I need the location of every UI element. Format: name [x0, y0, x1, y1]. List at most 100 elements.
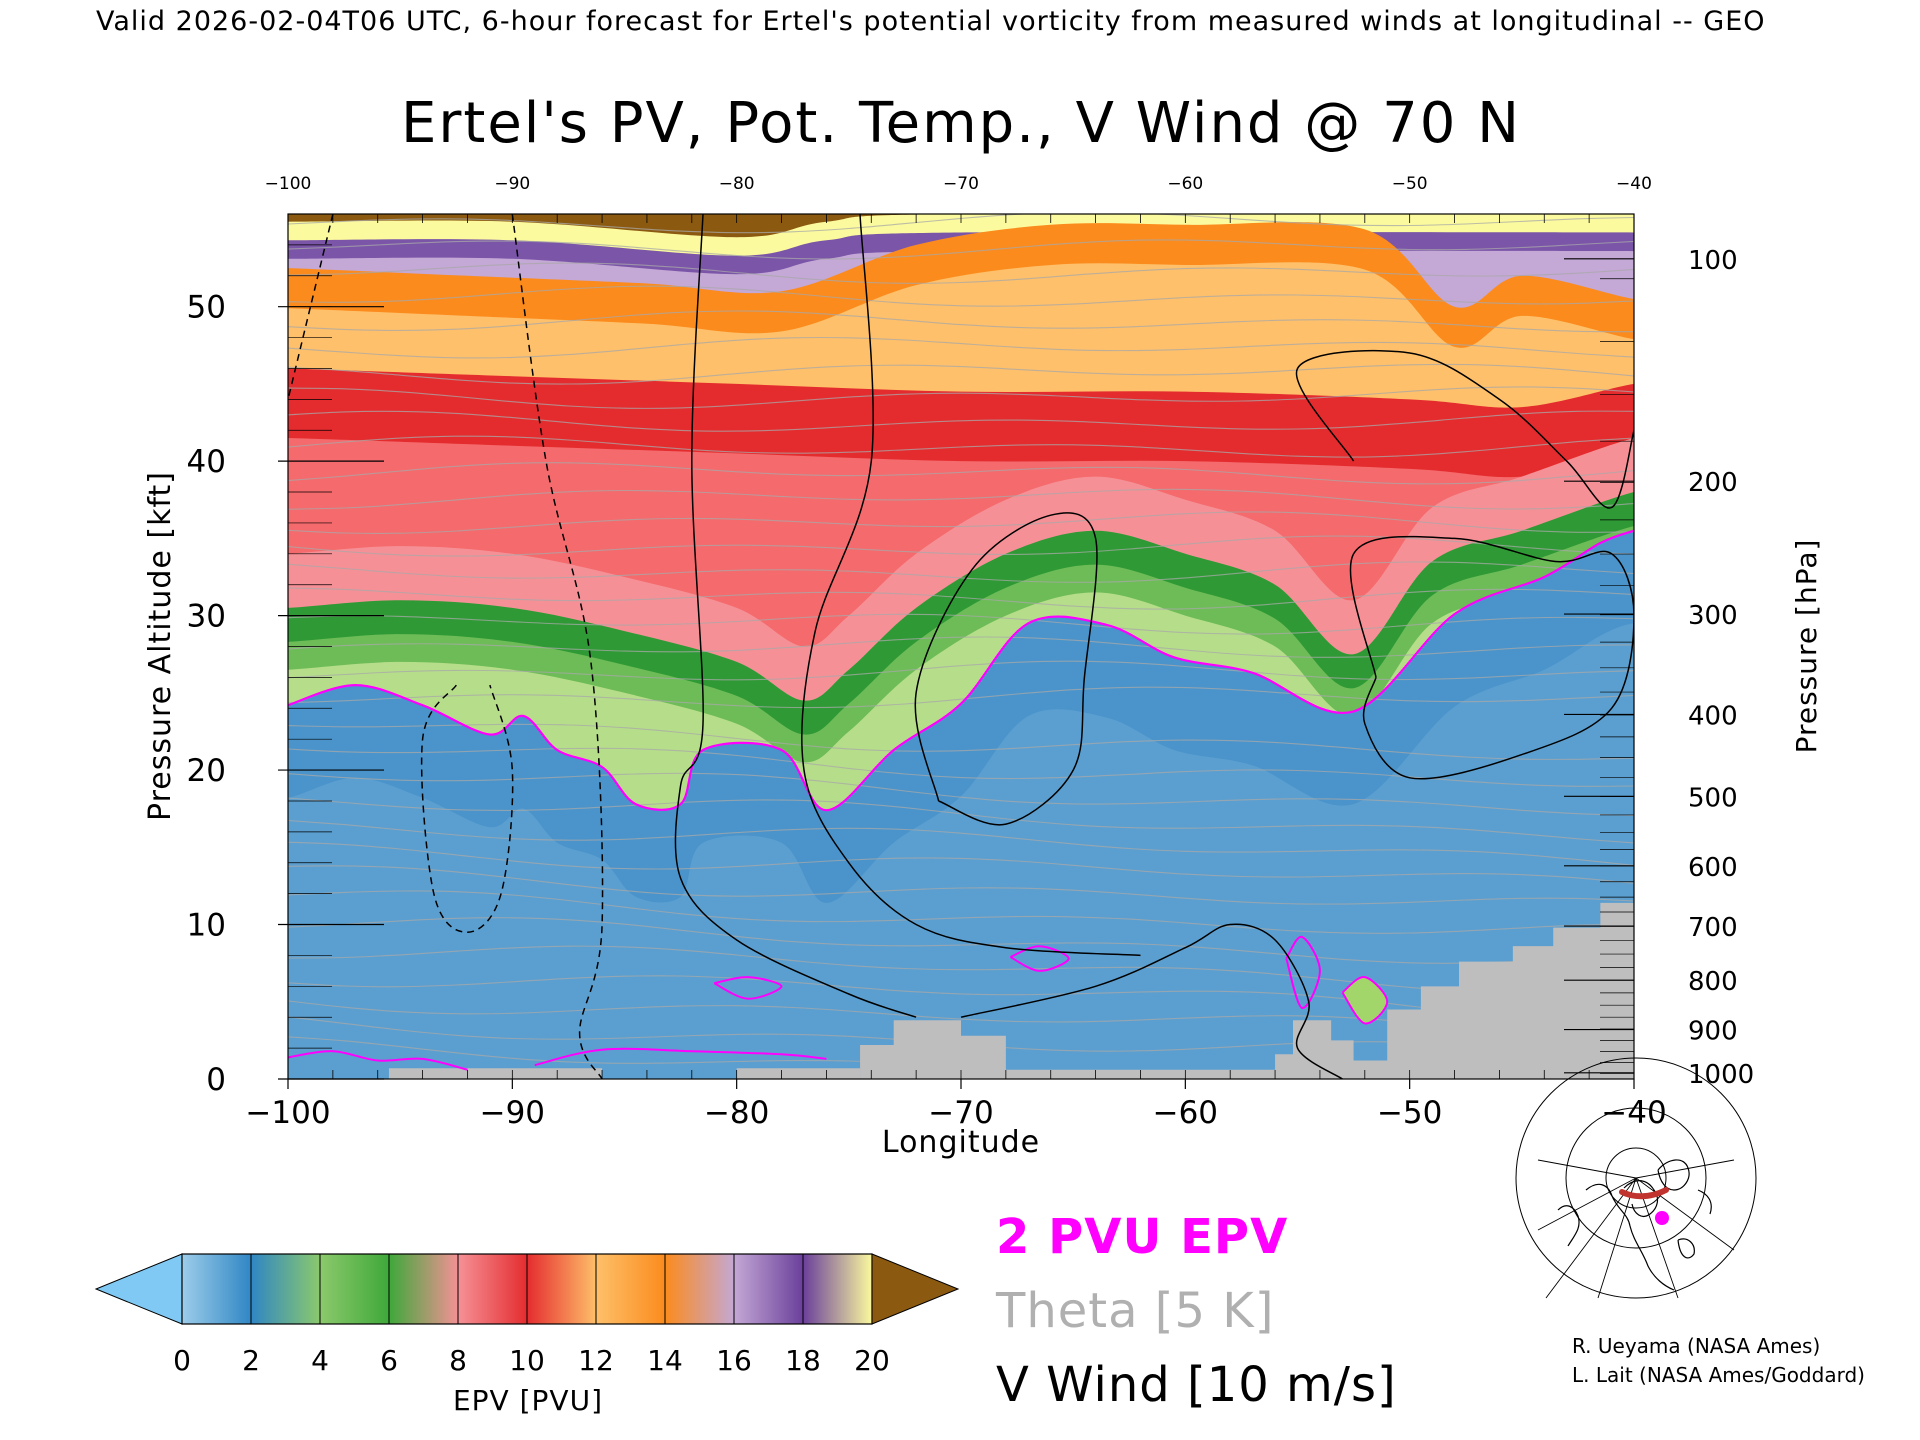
- colorbar-under-arrow: [94, 1253, 183, 1325]
- theta-contour: [288, 386, 1634, 409]
- colorbar-segment: [320, 1254, 390, 1324]
- v-wind-contour: [914, 512, 1098, 826]
- y-tick-label: 20: [187, 753, 226, 789]
- pv-2pvu-contour: [1341, 976, 1389, 1025]
- theta-contour: [288, 535, 1634, 557]
- x-axis-label: Longitude: [882, 1125, 1040, 1160]
- colorbar-tick-label: 12: [578, 1344, 614, 1377]
- legend: 2 PVU EPV Theta [5 K] V Wind [10 m/s]: [996, 1200, 1397, 1422]
- y-axis-label: Pressure Altitude [kft]: [143, 471, 178, 821]
- theta-contour: [288, 511, 1634, 534]
- theta-contour: [288, 819, 1634, 866]
- colorbar-label: EPV [PVU]: [453, 1384, 603, 1417]
- credit-line: L. Lait (NASA Ames/Goddard): [1572, 1363, 1865, 1387]
- x-tick-label: −100: [245, 1095, 330, 1131]
- theta-contour: [288, 239, 1634, 260]
- theta-contour: [288, 410, 1634, 432]
- pv-2pvu-contour: [1285, 935, 1321, 1009]
- theta-contour: [288, 285, 1634, 307]
- top-tick-label: −50: [1392, 174, 1428, 194]
- theta-contour: [288, 975, 1634, 1021]
- inset-latitude-circle: [1605, 1147, 1667, 1209]
- y-tick-label: 40: [187, 444, 226, 480]
- theta-contour: [288, 310, 1634, 333]
- theta-contour: [288, 336, 1634, 359]
- x-tick-label: −50: [1377, 1095, 1442, 1131]
- theta-contour: [288, 587, 1634, 610]
- colorbar-segment: [182, 1254, 252, 1324]
- pressure-tick-label: 700: [1688, 913, 1738, 943]
- colorbar-tick-label: 8: [449, 1344, 467, 1377]
- x-tick-label: −40: [1601, 1095, 1666, 1131]
- colorbar-tick-label: 20: [854, 1344, 890, 1377]
- legend-2pvu: 2 PVU EPV: [996, 1209, 1289, 1265]
- terrain: [388, 1068, 603, 1079]
- top-tick-label: −80: [719, 174, 755, 194]
- colorbar-tick-label: 14: [647, 1344, 683, 1377]
- chart-title: Ertel's PV, Pot. Temp., V Wind @ 70 N: [401, 91, 1521, 156]
- theta-contour: [288, 865, 1634, 905]
- pressure-tick-label: 900: [1688, 1017, 1738, 1047]
- pressure-tick-label: 100: [1688, 246, 1738, 276]
- theta-contour: [288, 636, 1634, 658]
- colorbar-tick-label: 6: [380, 1344, 398, 1377]
- colorbar-segment: [251, 1254, 321, 1324]
- colorbar: [94, 1253, 960, 1325]
- top-tick-label: −90: [494, 174, 530, 194]
- v-wind-contour: [960, 923, 1343, 1079]
- pv-band-low: [288, 623, 1634, 1079]
- v-wind-contour: [420, 684, 514, 934]
- theta-contour: [288, 945, 1634, 994]
- colorbar-tick-label: 0: [173, 1344, 191, 1377]
- colorbar-tick-label: 16: [716, 1344, 752, 1377]
- inset-latitude-circle: [1565, 1107, 1707, 1249]
- colorbar-segment: [734, 1254, 804, 1324]
- y-tick-label: 0: [206, 1062, 226, 1098]
- v-wind-contour: [1295, 349, 1634, 509]
- top-tick-label: −40: [1616, 174, 1652, 194]
- theta-contour: [288, 462, 1634, 485]
- colorbar-tick-labels: 0 2 4 6 8 10 12 14 16 18 20: [173, 1344, 890, 1377]
- pv-2pvu-contour: [1009, 945, 1070, 972]
- top-tick-label: −70: [943, 174, 979, 194]
- inset-coastline: [1557, 1159, 1712, 1291]
- x-tick-label: −60: [1153, 1095, 1218, 1131]
- pressure-tick-label: 500: [1688, 783, 1738, 813]
- terrain: [860, 902, 1634, 1079]
- inset-section-line: [1619, 1187, 1669, 1200]
- pressure-tick-label: 300: [1688, 601, 1738, 631]
- plot-area: [288, 214, 1634, 1079]
- colorbar-segment: [527, 1254, 597, 1324]
- colorbar-over-arrow: [871, 1253, 960, 1325]
- theta-contour: [288, 488, 1634, 510]
- pv-2pvu-contour: [288, 1050, 468, 1071]
- legend-theta: Theta [5 K]: [996, 1283, 1275, 1339]
- inset-meridians: [1537, 1159, 1735, 1299]
- colorbar-segment: [803, 1254, 873, 1324]
- credit-line: R. Ueyama (NASA Ames): [1572, 1334, 1821, 1358]
- theta-contour: [288, 917, 1634, 964]
- colorbar-segment: [665, 1254, 735, 1324]
- pressure-tick-label: 800: [1688, 967, 1738, 997]
- x-tick-label: −80: [704, 1095, 769, 1131]
- colorbar-segment: [596, 1254, 666, 1324]
- y-tick-label: 10: [187, 908, 226, 944]
- valid-line: Valid 2026-02-04T06 UTC, 6-hour forecast…: [96, 6, 1766, 37]
- legend-v-wind: V Wind [10 m/s]: [996, 1357, 1397, 1413]
- colorbar-tick-label: 18: [785, 1344, 821, 1377]
- inset-map: [1515, 1057, 1757, 1299]
- pv-2pvu-contour: [288, 529, 1634, 812]
- colorbar-tick-label: 4: [311, 1344, 329, 1377]
- pressure-tick-label: 200: [1688, 468, 1738, 498]
- theta-contour: [288, 841, 1634, 884]
- colorbar-tick-label: 10: [509, 1344, 545, 1377]
- theta-contour: [288, 890, 1634, 934]
- theta-contour: [288, 660, 1634, 681]
- v-wind-contour: [288, 214, 334, 400]
- top-tick-label: −60: [1167, 174, 1203, 194]
- x-tick-label: −70: [928, 1095, 993, 1131]
- theta-contour: [288, 561, 1634, 583]
- inset-dot: [1655, 1211, 1669, 1225]
- v-wind-contour: [511, 214, 604, 1079]
